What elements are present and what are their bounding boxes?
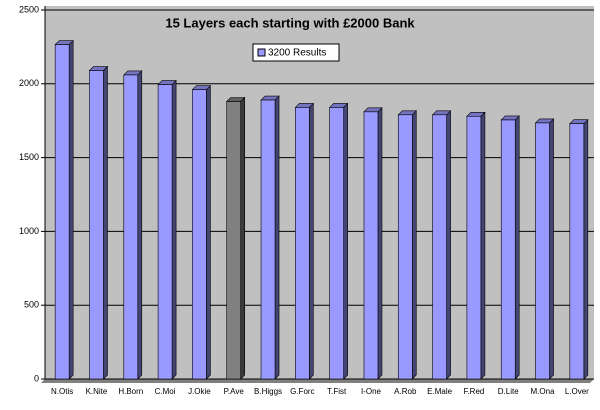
x-tick-label: M.Ona [531, 387, 556, 396]
x-tick-label: B.Higgs [254, 387, 282, 396]
bar [123, 74, 139, 380]
bar [295, 107, 310, 380]
legend-box [252, 43, 340, 62]
x-tick-label: E.Male [427, 387, 452, 396]
bar [466, 115, 482, 380]
floor [41, 379, 594, 383]
bar [397, 114, 413, 380]
bar-side [377, 107, 383, 380]
bar-side [68, 39, 74, 380]
legend: 3200 Results [252, 43, 340, 62]
x-tick-label: T.Fist [327, 387, 347, 396]
x-tick-label: D.Lite [498, 387, 519, 396]
bar [363, 111, 379, 380]
bar-side [103, 65, 108, 380]
bar-side [274, 95, 280, 380]
bar-side [446, 110, 451, 380]
x-tick-label: H.Born [118, 387, 143, 396]
bar [535, 122, 550, 380]
x-tick-label: L.Over [565, 387, 589, 396]
x-tick-label: A.Rob [394, 387, 417, 396]
y-tick-label: 1500 [19, 152, 39, 162]
x-tick-label: J.Okie [188, 387, 211, 396]
bar-side [549, 118, 554, 380]
bar-side [309, 102, 314, 380]
bar-side [514, 115, 520, 380]
x-tick-label: G.Forc [290, 387, 314, 396]
y-tick-label: 500 [24, 300, 39, 310]
bar [89, 70, 104, 380]
bar [569, 123, 585, 380]
y-tick-label: 2000 [19, 78, 39, 88]
legend-label: 3200 Results [268, 48, 326, 59]
bar [500, 119, 516, 380]
y-tick-label: 1000 [19, 226, 39, 236]
x-tick-label: K.Nite [86, 387, 108, 396]
bar-side [137, 70, 143, 380]
x-tick-label: I-One [361, 387, 382, 396]
bar-side [171, 79, 177, 380]
bar-side [480, 111, 486, 380]
bar-side [343, 102, 348, 380]
bar [226, 101, 242, 380]
bar-side [583, 118, 589, 380]
y-tick-label: 2500 [19, 4, 39, 14]
bar [260, 99, 276, 380]
x-tick-label: P.Ave [224, 387, 245, 396]
chart-title: 15 Layers each starting with £2000 Bank [165, 15, 415, 30]
bar [432, 114, 447, 380]
bar-side [206, 84, 211, 380]
bar [329, 107, 344, 380]
bar-side [411, 110, 417, 380]
x-tick-label: C.Moi [155, 387, 176, 396]
bar-side [240, 96, 246, 380]
bar [192, 89, 207, 380]
bar [157, 84, 173, 380]
y-tick-label: 0 [34, 373, 39, 383]
legend-swatch [257, 48, 266, 57]
bar [54, 44, 70, 380]
x-tick-label: N.Otis [51, 387, 73, 396]
x-tick-label: F.Red [463, 387, 484, 396]
